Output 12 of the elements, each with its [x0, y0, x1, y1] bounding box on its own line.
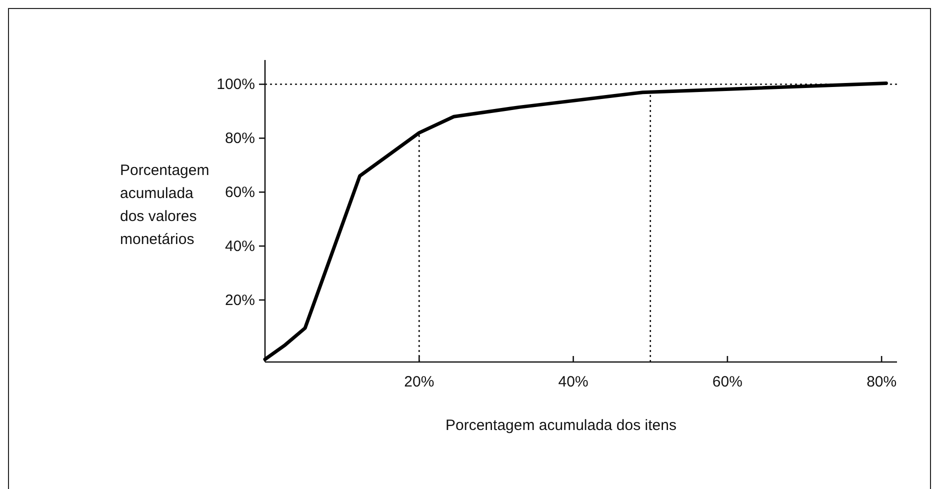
- y-tick-label: 20%: [224, 292, 255, 309]
- y-axis-title: Porcentagem acumulada dos valores monetários: [120, 162, 210, 248]
- y-tick-label: 40%: [224, 238, 255, 255]
- line-series: [263, 81, 888, 362]
- x-tick-label: 40%: [558, 374, 588, 391]
- y-tick-label: 100%: [216, 76, 255, 94]
- y-tick-label: 80%: [224, 130, 255, 147]
- x-tick-label: 60%: [712, 374, 742, 391]
- x-tick-label: 20%: [404, 374, 434, 391]
- x-axis-title: Porcentagem acumulada dos itens: [446, 417, 676, 434]
- y-tick-label: 60%: [224, 184, 255, 201]
- x-tick-label: 80%: [866, 374, 897, 391]
